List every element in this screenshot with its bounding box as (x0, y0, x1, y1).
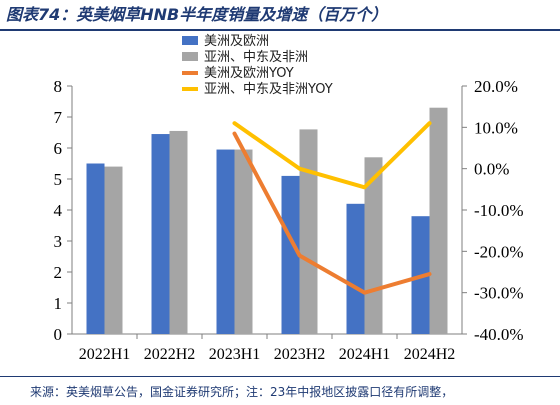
x-tick-label: 2024H1 (339, 346, 391, 363)
right-tick-label: -10.0% (474, 201, 524, 220)
bar-americas-europe (346, 203, 365, 334)
left-tick-label: 5 (54, 170, 63, 189)
bar-asia-me-africa (299, 129, 318, 334)
x-tick-label: 2023H2 (274, 346, 326, 363)
bar-americas-europe (281, 175, 300, 334)
bar-americas-europe (151, 134, 170, 334)
bar-americas-europe (86, 163, 105, 334)
x-tick-label: 2022H2 (144, 346, 196, 363)
legend-label: 美洲及欧洲 (204, 34, 269, 49)
left-tick-label: 6 (54, 139, 63, 158)
bar-asia-me-africa (169, 130, 188, 334)
left-tick-label: 7 (54, 108, 63, 127)
x-tick-label: 2022H1 (79, 346, 131, 363)
right-tick-label: 10.0% (474, 118, 518, 137)
left-tick-label: 4 (54, 201, 63, 220)
x-tick-label: 2024H2 (404, 346, 456, 363)
left-tick-label: 0 (54, 325, 63, 344)
left-tick-label: 3 (54, 232, 63, 251)
bar-asia-me-africa (429, 107, 448, 334)
left-tick-label: 2 (54, 263, 63, 282)
right-tick-label: -30.0% (474, 284, 524, 303)
series-line-asia-me-africa-yoy (232, 121, 432, 190)
right-tick-label: -20.0% (474, 242, 524, 261)
left-tick-label: 1 (54, 294, 63, 313)
hnb-volume-chart: 0 1 2 3 4 5 6 7 8 20.0% 10.0% 0.0% -10.0% -20.0% -30.… (54, 34, 524, 363)
bar-asia-me-africa (234, 149, 253, 334)
source-note: 来源：英美烟草公告，国金证券研究所；注：23年中报地区披露口径有所调整， (30, 385, 454, 399)
footer-rule (0, 376, 560, 377)
legend-label: 美洲及欧洲YOY (204, 66, 294, 81)
left-tick-label: 8 (54, 77, 63, 96)
right-tick-label: 0.0% (474, 160, 509, 179)
legend-swatch (182, 52, 198, 61)
chart-title: 图表74：英美烟草HNB半年度销量及增速（百万个） (6, 5, 388, 24)
title-rule (0, 29, 560, 31)
right-tick-label: 20.0% (474, 77, 518, 96)
bar-asia-me-africa (104, 166, 123, 334)
right-tick-label: -40.0% (474, 325, 524, 344)
series-line-americas-europe-yoy (232, 131, 432, 295)
legend-swatch (182, 36, 198, 45)
legend-label: 亚洲、中东及非洲YOY (204, 82, 333, 97)
legend-label: 亚洲、中东及非洲 (204, 50, 308, 65)
x-tick-label: 2023H1 (209, 346, 261, 363)
bar-americas-europe (216, 149, 235, 334)
